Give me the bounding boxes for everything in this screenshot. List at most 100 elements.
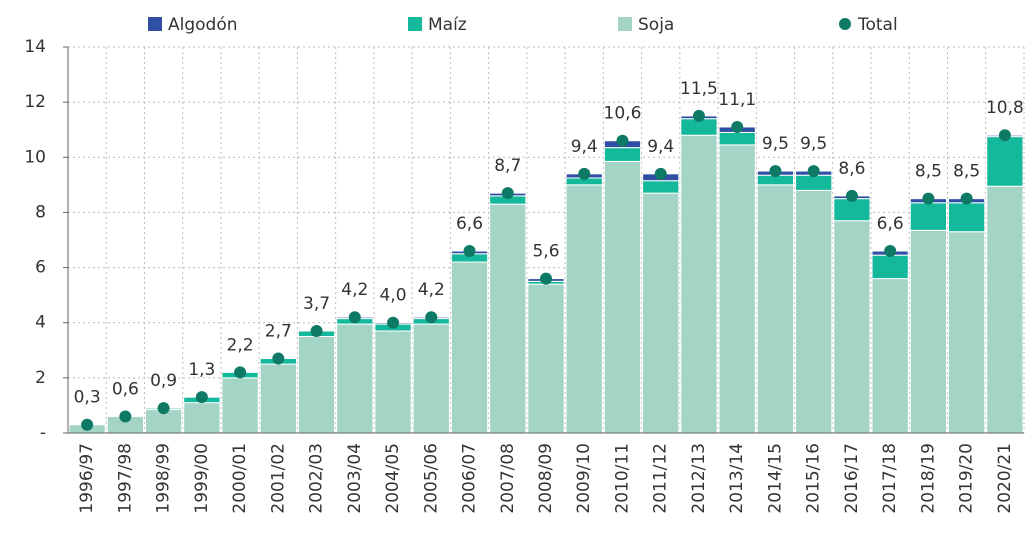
data-label: 9,4 bbox=[571, 137, 598, 157]
total-dot bbox=[540, 272, 552, 285]
x-tick-label: 2004/05 bbox=[383, 443, 403, 514]
data-label: 4,0 bbox=[380, 286, 407, 306]
total-dot bbox=[922, 192, 935, 205]
x-tick-label: 1997/98 bbox=[115, 443, 135, 514]
total-dot bbox=[234, 366, 247, 379]
bar-segment bbox=[909, 229, 948, 434]
total-dot bbox=[654, 167, 667, 180]
bar-segment bbox=[986, 136, 1024, 187]
total-dot bbox=[348, 311, 361, 324]
legend-label: Soja bbox=[638, 15, 674, 35]
total-dot bbox=[387, 316, 400, 329]
bar-segment bbox=[795, 174, 833, 191]
total-dot bbox=[960, 192, 973, 205]
data-label: 10,8 bbox=[986, 98, 1024, 118]
total-dot bbox=[81, 418, 94, 431]
bar-segment bbox=[374, 330, 412, 434]
data-label: 2,2 bbox=[227, 335, 254, 355]
data-label: 11,5 bbox=[680, 79, 718, 99]
y-tick-label: 2 bbox=[35, 368, 46, 388]
bar-segment bbox=[489, 203, 527, 434]
x-tick-label: 2006/07 bbox=[460, 443, 480, 514]
total-dot bbox=[578, 167, 591, 180]
x-tick-label: 2015/16 bbox=[804, 443, 824, 514]
x-tick-label: 1999/00 bbox=[192, 443, 212, 514]
bar-segment bbox=[336, 323, 374, 434]
data-label: 8,5 bbox=[915, 162, 942, 182]
total-dot bbox=[845, 189, 858, 202]
x-tick-label: 2011/12 bbox=[651, 443, 671, 514]
total-dot bbox=[884, 245, 897, 258]
x-tick-label: 2017/18 bbox=[880, 443, 900, 514]
bar-segment bbox=[948, 202, 986, 233]
x-tick-label: 1996/97 bbox=[77, 443, 97, 514]
data-label: 8,5 bbox=[953, 162, 980, 182]
y-tick-label: 10 bbox=[24, 147, 46, 167]
bar-segment bbox=[183, 402, 221, 434]
y-tick-label: 12 bbox=[24, 92, 46, 112]
total-dot bbox=[769, 165, 782, 178]
legend-marker bbox=[148, 17, 162, 31]
bar-segment bbox=[871, 278, 909, 434]
data-label: 11,1 bbox=[718, 90, 756, 110]
data-label: 4,2 bbox=[341, 280, 368, 300]
bar-segment bbox=[642, 192, 680, 434]
legend-label: Total bbox=[857, 15, 898, 35]
data-label: 8,7 bbox=[494, 156, 521, 176]
data-label: 4,2 bbox=[418, 280, 445, 300]
data-label: 3,7 bbox=[303, 294, 330, 314]
total-dot bbox=[807, 165, 820, 178]
legend-marker bbox=[408, 17, 422, 31]
x-tick-label: 2009/10 bbox=[574, 443, 594, 514]
total-dot bbox=[731, 120, 744, 133]
bar-segment bbox=[565, 184, 603, 434]
x-tick-label: 2012/13 bbox=[689, 443, 709, 514]
x-tick-label: 2001/02 bbox=[268, 443, 288, 514]
bar-segment bbox=[833, 198, 871, 222]
y-tick-label: - bbox=[40, 423, 46, 443]
x-tick-label: 1998/99 bbox=[154, 443, 174, 514]
data-label: 9,4 bbox=[647, 137, 674, 157]
data-label: 6,6 bbox=[456, 214, 483, 234]
bar-segment bbox=[450, 261, 489, 434]
data-label: 6,6 bbox=[877, 214, 904, 234]
bar-segment bbox=[795, 189, 833, 434]
total-dot bbox=[692, 109, 705, 122]
bar-segment bbox=[680, 134, 718, 434]
bar-segment bbox=[221, 377, 259, 434]
x-tick-label: 2013/14 bbox=[727, 443, 747, 514]
data-label: 0,6 bbox=[112, 379, 139, 399]
total-dot bbox=[195, 391, 208, 404]
bar-segment bbox=[833, 220, 871, 434]
bar-segment bbox=[986, 185, 1024, 434]
x-tick-label: 2005/06 bbox=[421, 443, 441, 514]
bar-segment bbox=[871, 254, 909, 280]
x-tick-label: 2020/21 bbox=[995, 443, 1015, 514]
total-dot bbox=[998, 129, 1011, 142]
x-tick-label: 2002/03 bbox=[307, 443, 327, 514]
x-tick-label: 2007/08 bbox=[498, 443, 518, 514]
legend-marker bbox=[618, 17, 632, 31]
legend-marker bbox=[839, 18, 851, 30]
legend-label: Maíz bbox=[428, 15, 467, 35]
y-tick-label: 14 bbox=[24, 37, 46, 57]
total-dot bbox=[425, 311, 438, 324]
y-tick-label: 6 bbox=[35, 258, 46, 278]
data-label: 8,6 bbox=[838, 159, 865, 179]
y-tick-label: 4 bbox=[35, 313, 46, 333]
data-label: 9,5 bbox=[800, 134, 827, 154]
bar-segment bbox=[756, 184, 795, 434]
total-dot bbox=[463, 245, 476, 258]
bar-segment bbox=[909, 202, 948, 231]
bar-segment bbox=[718, 131, 756, 146]
total-dot bbox=[272, 352, 285, 365]
x-tick-label: 2018/19 bbox=[918, 443, 938, 514]
data-label: 1,3 bbox=[188, 360, 215, 380]
data-label: 10,6 bbox=[604, 104, 642, 124]
total-dot bbox=[119, 410, 132, 423]
x-tick-label: 2010/11 bbox=[612, 443, 632, 514]
total-dot bbox=[616, 134, 629, 147]
data-label: 9,5 bbox=[762, 134, 789, 154]
total-dot bbox=[501, 187, 514, 200]
bar-segment bbox=[642, 180, 680, 194]
